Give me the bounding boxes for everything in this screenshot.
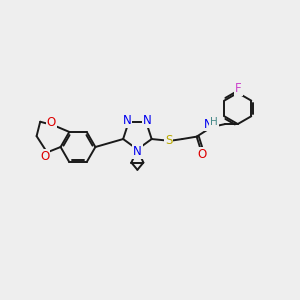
Text: N: N	[123, 114, 131, 127]
Text: N: N	[204, 118, 212, 130]
Text: N: N	[133, 145, 142, 158]
Text: S: S	[165, 134, 172, 147]
Text: O: O	[40, 149, 49, 163]
Text: O: O	[198, 148, 207, 161]
Text: O: O	[47, 116, 56, 129]
Text: H: H	[210, 117, 218, 127]
Text: N: N	[143, 114, 152, 127]
Text: F: F	[235, 82, 242, 95]
